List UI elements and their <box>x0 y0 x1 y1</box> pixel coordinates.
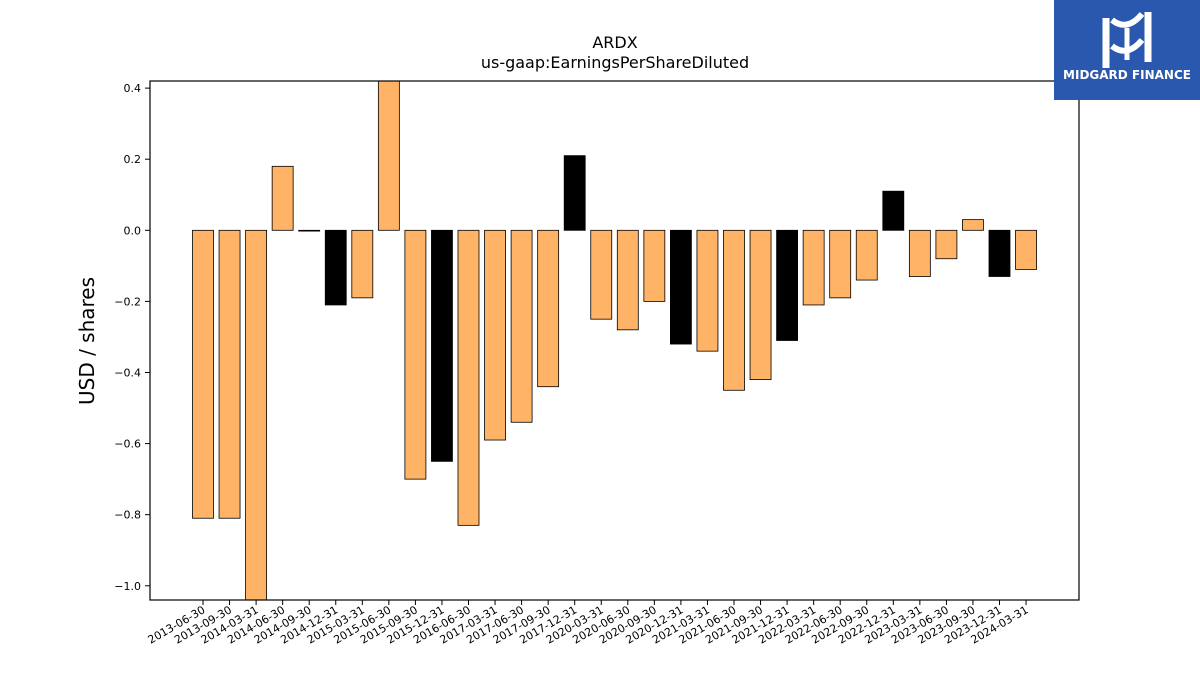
bar <box>829 229 852 299</box>
bar <box>324 229 347 306</box>
y-tick-label: 0.2 <box>124 153 142 166</box>
y-axis-label: USD / shares <box>75 277 99 405</box>
y-tick-label: −0.6 <box>114 438 141 451</box>
y-tick-label: −0.8 <box>114 509 141 522</box>
bar <box>908 229 931 277</box>
bar <box>271 165 294 231</box>
bar <box>643 229 666 302</box>
midgard-logo: MIDGARD FINANCE <box>1054 0 1200 100</box>
bar <box>723 229 745 391</box>
y-tick-label: 0.4 <box>124 82 142 95</box>
midgard-logo-icon <box>1102 11 1152 68</box>
bar <box>802 229 825 306</box>
bar <box>749 229 772 381</box>
bar <box>192 229 214 519</box>
bar <box>962 219 984 231</box>
bar <box>298 229 321 232</box>
bar <box>616 229 639 331</box>
bar <box>563 155 586 231</box>
bar <box>510 229 533 423</box>
bar <box>457 229 480 526</box>
bar <box>431 229 453 462</box>
y-tick-label: 0.0 <box>124 224 142 237</box>
bar <box>377 80 400 231</box>
bar <box>218 229 241 519</box>
plot-frame <box>149 80 1080 601</box>
bar <box>670 229 692 345</box>
y-tick-label: −0.2 <box>114 295 141 308</box>
chart-title: ARDX <box>592 33 637 52</box>
plot-area: −1.0−0.8−0.6−0.4−0.20.00.20.42013-06-302… <box>114 80 1037 647</box>
bar <box>404 229 427 480</box>
bar <box>988 229 1011 277</box>
chart-subtitle: us-gaap:EarningsPerShareDiluted <box>481 53 749 72</box>
bar <box>484 229 506 441</box>
bar <box>696 229 719 352</box>
bar <box>351 229 374 299</box>
bar <box>1015 229 1037 270</box>
bar <box>776 229 798 341</box>
y-tick-label: −0.4 <box>114 366 141 379</box>
bar <box>245 229 268 601</box>
y-tick-label: −1.0 <box>114 580 141 593</box>
bar <box>590 229 613 320</box>
bar <box>935 229 958 260</box>
bar <box>882 190 905 231</box>
logo-text: MIDGARD FINANCE <box>1063 68 1191 82</box>
bar <box>537 229 560 388</box>
bar <box>855 229 878 281</box>
